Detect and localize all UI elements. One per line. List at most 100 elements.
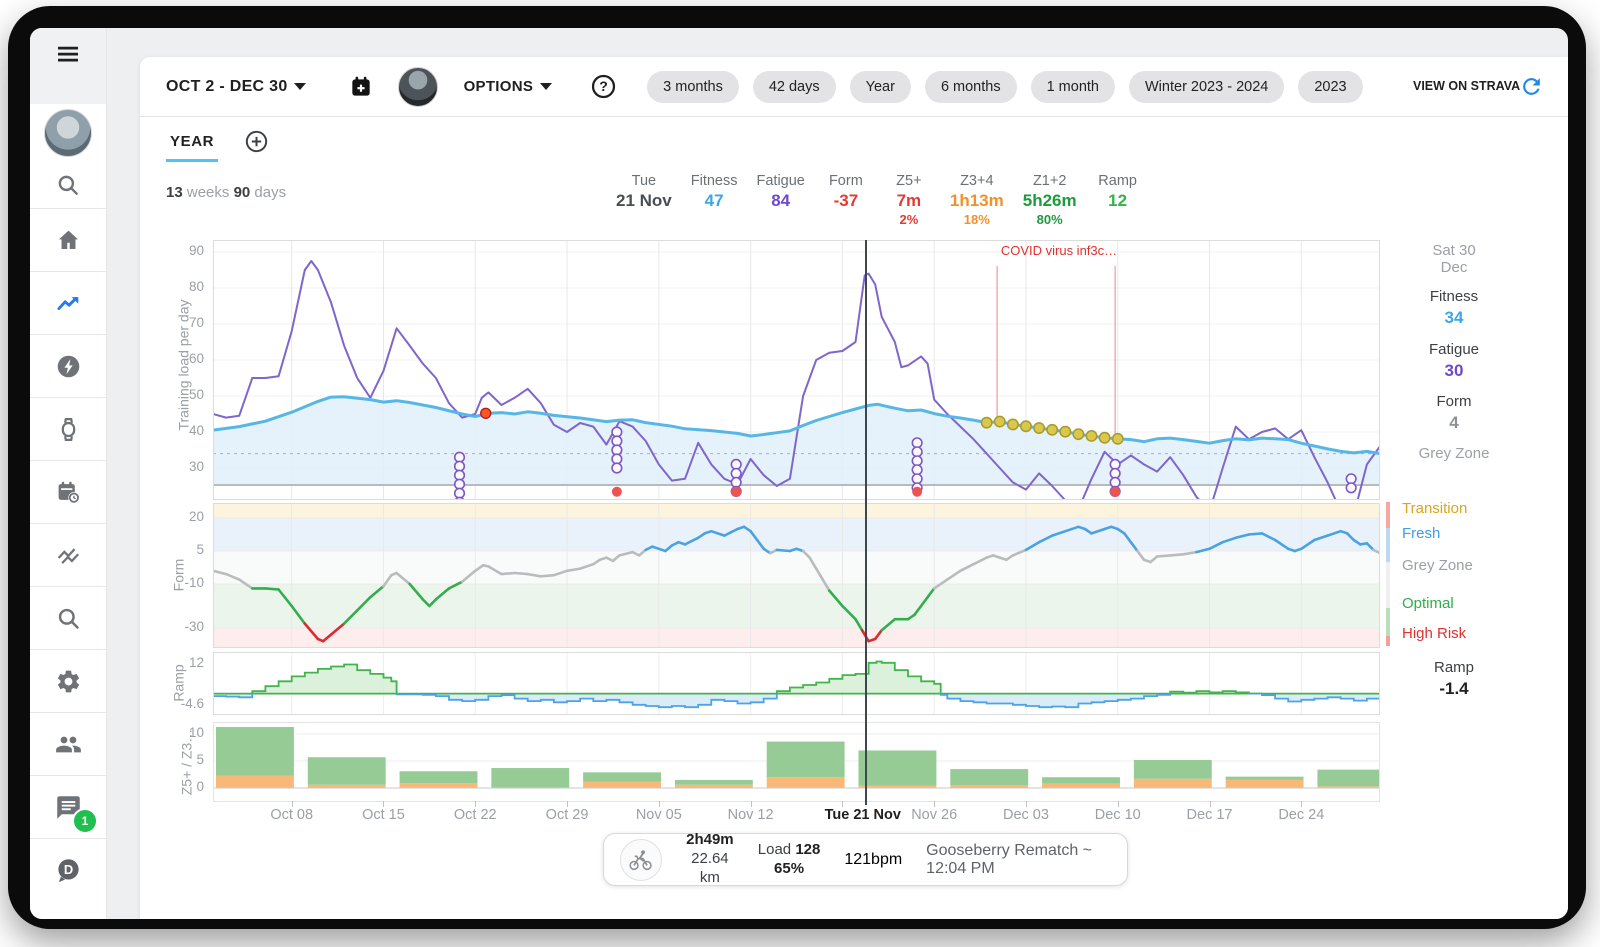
athlete-avatar[interactable] — [397, 66, 438, 107]
power-icon — [57, 355, 79, 377]
x-label: Nov 05 — [635, 807, 682, 823]
y-tick: 0 — [196, 779, 204, 794]
zone-legend-fresh: Fresh — [1402, 525, 1441, 542]
cyclist-icon — [629, 849, 652, 870]
stat-fitness: Fitness 47 — [691, 173, 738, 227]
sidebar-item-activities[interactable] — [30, 523, 106, 586]
sidebar-item-calendar[interactable] — [30, 460, 106, 523]
options-menu[interactable]: OPTIONS — [464, 78, 553, 95]
cursor-line[interactable] — [865, 240, 867, 805]
sidebar-profile[interactable] — [30, 104, 106, 162]
x-tick-mark — [1117, 801, 1119, 807]
sidebar-item-forum[interactable]: D — [30, 838, 106, 901]
sidebar-item-athletes[interactable] — [30, 712, 106, 775]
user-avatar[interactable] — [44, 109, 92, 157]
svg-text:?: ? — [599, 78, 608, 94]
stat-label: Tue — [631, 173, 657, 189]
x-label: Oct 08 — [270, 807, 314, 823]
range-chip-winter-2023-2024[interactable]: Winter 2023 - 2024 — [1129, 70, 1285, 103]
end-form-zone: Grey Zone — [1418, 445, 1490, 462]
y-tick: 60 — [188, 351, 204, 366]
tab-year[interactable]: YEAR — [166, 121, 219, 162]
zone-time-chart[interactable] — [213, 722, 1380, 802]
range-chip-2023[interactable]: 2023 — [1298, 70, 1363, 103]
x-label: Dec 03 — [1002, 807, 1049, 823]
sidebar-item-trends[interactable] — [30, 271, 106, 334]
hamburger-icon — [58, 46, 78, 62]
stat-value: 84 — [771, 191, 791, 210]
end-stat-value: 34 — [1444, 308, 1464, 327]
home-icon — [58, 230, 78, 249]
refresh-icon — [1523, 78, 1540, 95]
stat-sub-value: 2% — [899, 212, 919, 227]
x-tick-mark — [1209, 801, 1211, 807]
end-stat-label: Fatigue — [1428, 341, 1480, 358]
x-tick-mark — [1301, 801, 1303, 807]
x-label: Nov 12 — [727, 807, 774, 823]
zone-strip-segment — [1386, 528, 1390, 562]
activity-distance: 22.64 km — [691, 850, 729, 886]
period-summary: 13 weeks 90 days — [166, 184, 286, 201]
sidebar-item-find[interactable] — [30, 586, 106, 649]
end-stat-label: Fitness — [1429, 288, 1479, 305]
activity-load-value: 128 — [795, 840, 821, 858]
stat-value: 7m — [896, 191, 922, 210]
options-label: OPTIONS — [463, 78, 534, 95]
sidebar-item-messages[interactable]: 1 — [30, 775, 106, 838]
view-on-strava-link[interactable]: VIEW ON STRAVA — [1413, 79, 1521, 94]
sidebar-spacer — [30, 80, 106, 104]
ramp-chart[interactable] — [213, 652, 1380, 715]
range-chip-3-months[interactable]: 3 months — [647, 70, 739, 103]
cursor-stats-row: Tue 21 Nov Fitness 47 Fatigue 84 Form -37 Z5+ 7m 2… — [616, 173, 1140, 227]
stat-value: 47 — [704, 191, 724, 210]
activity-name: Gooseberry Rematch ~ 12:04 PM — [926, 841, 1093, 877]
help-icon: ? — [592, 74, 616, 99]
svg-text:D: D — [63, 862, 72, 877]
chevron-down-icon — [293, 83, 306, 90]
sidebar-item-power[interactable] — [30, 334, 106, 397]
sidebar-item-wearables[interactable] — [30, 397, 106, 460]
refresh-button[interactable] — [1519, 74, 1544, 99]
range-chips: 3 months 42 days Year 6 months 1 month Winter… — [647, 70, 1363, 103]
menu-button[interactable] — [30, 28, 106, 80]
training-load-chart[interactable] — [213, 240, 1380, 500]
end-stat-label: Form — [1436, 393, 1472, 410]
y-tick: 12 — [188, 655, 204, 670]
range-chip-6-months[interactable]: 6 months — [924, 70, 1017, 103]
ride-icon — [620, 838, 662, 881]
sidebar-item-settings[interactable] — [30, 649, 106, 712]
date-range-selector[interactable]: OCT 2 - DEC 30 — [166, 78, 306, 96]
y-tick: 5 — [196, 752, 204, 767]
weeks-count: 13 — [166, 184, 183, 201]
annotation-label[interactable]: COVID virus inf3c… — [1000, 243, 1118, 258]
end-stat-fitness: Fitness 34 — [1392, 288, 1516, 328]
forum-icon: D — [57, 858, 79, 882]
zone-legend-grey-zone: Grey Zone — [1402, 557, 1473, 574]
unread-badge: 1 — [72, 808, 98, 834]
sidebar-item-home[interactable] — [30, 208, 106, 271]
stat-label: Z1+2 — [1032, 173, 1067, 189]
stat-label: Ramp — [1098, 173, 1137, 189]
zone-legend-optimal: Optimal — [1402, 595, 1454, 612]
sidebar-item-search[interactable] — [30, 162, 106, 208]
activity-load-label: Load — [757, 840, 792, 858]
end-stat-fatigue: Fatigue 30 — [1392, 341, 1516, 381]
calendar-add-button[interactable] — [348, 74, 374, 100]
end-stat-form: Form 4 — [1392, 393, 1516, 433]
zone-strip-segment — [1386, 562, 1390, 608]
form-chart[interactable] — [213, 503, 1380, 648]
stat-value: 12 — [1108, 191, 1128, 210]
y-tick: 50 — [188, 387, 204, 402]
add-tab-button[interactable] — [244, 129, 269, 154]
range-chip-year[interactable]: Year — [849, 70, 911, 103]
end-stat-value: 30 — [1444, 361, 1464, 380]
range-chip-42-days[interactable]: 42 days — [752, 70, 836, 103]
stat-label: Fitness — [690, 173, 738, 189]
range-chip-1-month[interactable]: 1 month — [1030, 70, 1115, 103]
y-tick: 5 — [196, 542, 204, 557]
help-button[interactable]: ? — [590, 73, 617, 100]
stat-value: -37 — [833, 191, 859, 210]
